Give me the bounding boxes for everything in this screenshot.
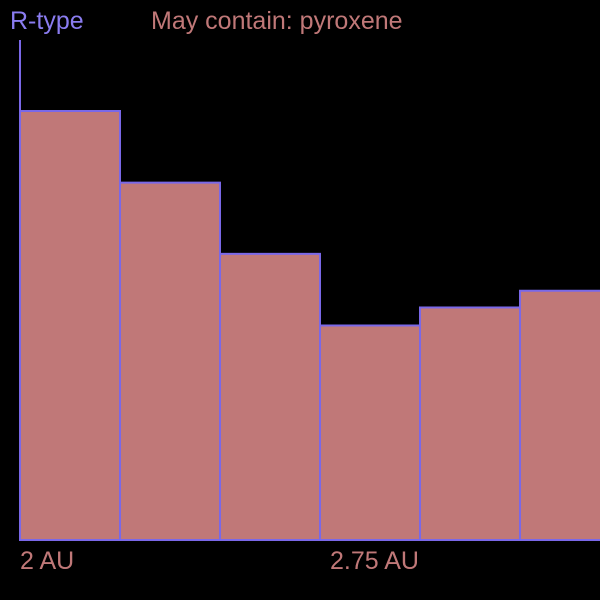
- bar: [319, 324, 421, 541]
- chart-subtitle: May contain: pyroxene: [151, 7, 403, 35]
- bar: [219, 252, 321, 541]
- bar: [519, 289, 600, 541]
- bars-group: [19, 110, 600, 541]
- bar: [419, 306, 521, 541]
- bar: [19, 110, 121, 541]
- x-tick-label: 2 AU: [20, 547, 74, 575]
- x-tick-label: 2.75 AU: [330, 547, 419, 575]
- chart-title: R-type: [10, 7, 84, 35]
- bar: [119, 181, 221, 541]
